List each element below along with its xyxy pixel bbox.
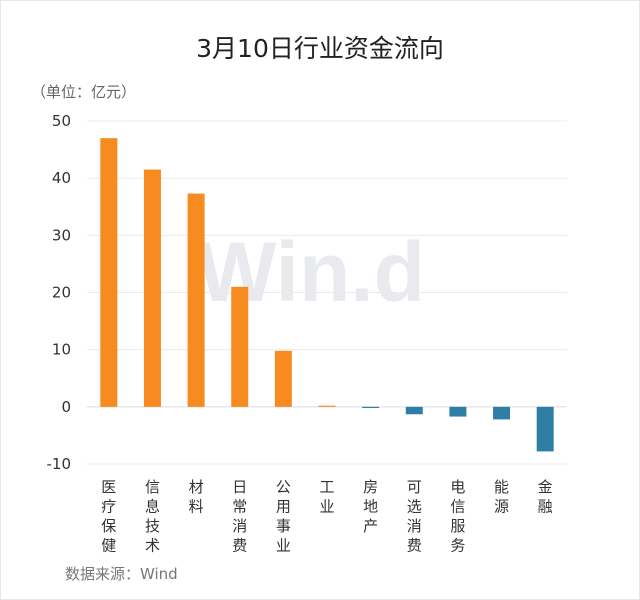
bar-9 (493, 406, 511, 420)
y-tick-label: 10 (52, 341, 71, 359)
bar-10 (536, 406, 554, 452)
bar-6 (362, 406, 380, 408)
unit-label: （单位：亿元） (31, 83, 136, 101)
bar-2 (187, 193, 205, 407)
y-tick-label: 20 (52, 284, 71, 302)
category-label: 日常消费 (232, 478, 247, 555)
category-label: 工业 (319, 478, 334, 516)
bar-0 (100, 138, 118, 407)
bar-5 (318, 405, 336, 407)
y-axis-ticks: 50 40 30 20 10 0 -10 (47, 112, 72, 473)
y-tick-label: 50 (52, 112, 71, 130)
y-tick-label: 40 (52, 169, 71, 187)
bar-3 (231, 286, 249, 407)
bar-1 (143, 169, 161, 407)
bars (100, 138, 554, 452)
bar-7 (405, 406, 423, 415)
y-tick-label: 30 (52, 226, 71, 244)
category-label: 公用事业 (276, 478, 291, 555)
category-label: 信息技术 (145, 478, 160, 555)
source-note: 数据来源：Wind (65, 565, 178, 583)
category-label: 电信服务 (450, 478, 465, 555)
category-label: 可选消费 (407, 478, 422, 555)
bar-4 (274, 350, 292, 407)
category-label: 医疗保健 (101, 478, 116, 555)
category-label: 能源 (494, 478, 509, 516)
chart-title: 3月10日行业资金流向 (196, 34, 444, 63)
y-tick-label: -10 (47, 455, 72, 473)
category-label: 房地产 (363, 478, 378, 535)
category-label: 材料 (189, 478, 204, 516)
category-label: 金融 (538, 478, 553, 516)
y-tick-label: 0 (61, 398, 71, 416)
bar-8 (449, 406, 467, 417)
